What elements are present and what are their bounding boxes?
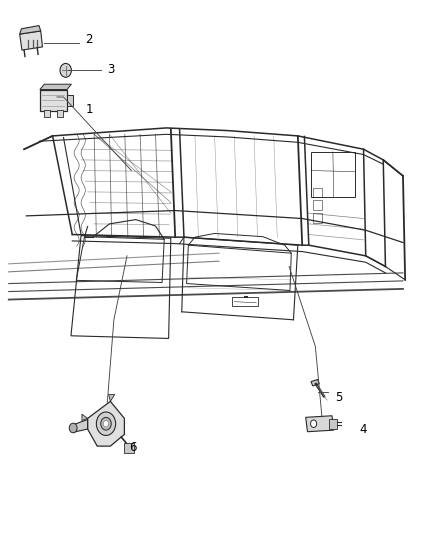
Polygon shape bbox=[20, 26, 41, 34]
Bar bbox=[311, 152, 355, 197]
Circle shape bbox=[101, 417, 111, 430]
Polygon shape bbox=[306, 416, 334, 432]
Polygon shape bbox=[109, 394, 115, 401]
Text: 3: 3 bbox=[107, 63, 115, 76]
Bar bbox=[232, 297, 258, 306]
Text: 2: 2 bbox=[85, 34, 93, 46]
Bar bbox=[313, 200, 322, 210]
Polygon shape bbox=[311, 379, 319, 386]
Circle shape bbox=[96, 412, 116, 435]
Polygon shape bbox=[88, 401, 124, 446]
Circle shape bbox=[69, 423, 77, 433]
Text: 5: 5 bbox=[335, 391, 343, 403]
Bar bbox=[67, 95, 73, 106]
Text: 4: 4 bbox=[359, 423, 367, 435]
Circle shape bbox=[311, 420, 317, 427]
Bar bbox=[40, 90, 67, 111]
Polygon shape bbox=[73, 419, 88, 432]
Bar bbox=[124, 443, 134, 453]
Bar bbox=[329, 419, 337, 429]
Bar bbox=[313, 188, 322, 197]
Bar bbox=[57, 110, 63, 117]
Bar bbox=[44, 110, 50, 117]
Circle shape bbox=[60, 63, 71, 77]
Text: 6: 6 bbox=[129, 441, 137, 454]
Text: 1: 1 bbox=[85, 103, 93, 116]
Polygon shape bbox=[20, 31, 42, 50]
Polygon shape bbox=[82, 414, 88, 421]
Circle shape bbox=[103, 421, 109, 427]
Polygon shape bbox=[40, 84, 71, 90]
Bar bbox=[313, 213, 322, 223]
